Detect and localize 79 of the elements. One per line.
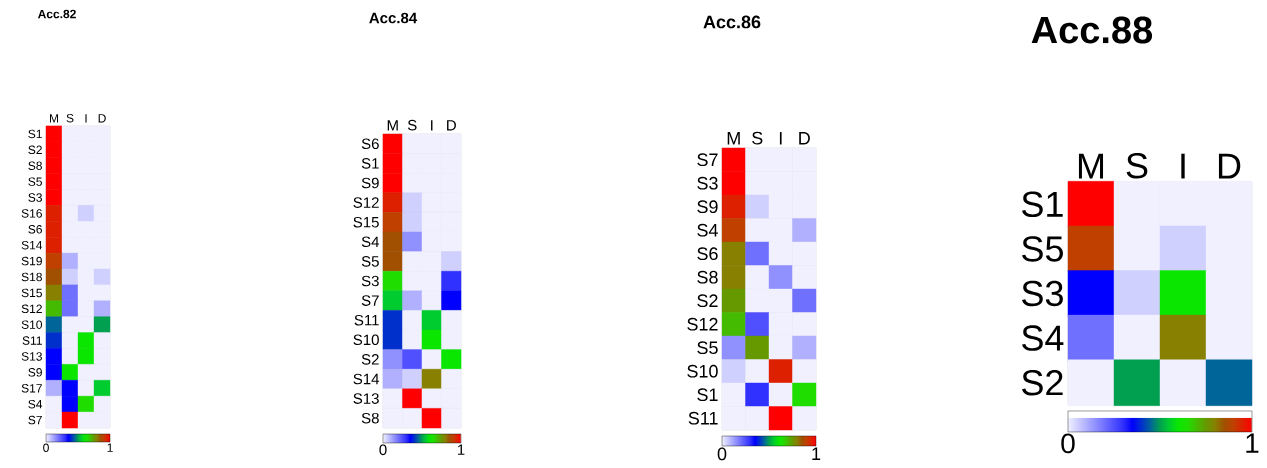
y-tick-label: S17 bbox=[21, 384, 42, 393]
y-tick-label: S8 bbox=[28, 161, 42, 170]
y-tick-label: S7 bbox=[697, 153, 718, 167]
x-tick-label: S bbox=[66, 113, 74, 123]
y-tick-label: S10 bbox=[687, 364, 718, 378]
y-tick-label: S3 bbox=[1022, 280, 1063, 307]
x-tick-label: M bbox=[387, 120, 398, 131]
y-tick-label: S4 bbox=[697, 223, 718, 237]
x-tick-label: D bbox=[98, 114, 106, 123]
y-tick-label: S3 bbox=[697, 176, 718, 190]
y-tick-label: S11 bbox=[688, 411, 718, 425]
y-tick-label: S7 bbox=[28, 415, 42, 425]
y-tick-label: S4 bbox=[1022, 325, 1064, 351]
chart-title: Acc.88 bbox=[1031, 16, 1153, 44]
y-tick-label: S6 bbox=[361, 138, 379, 150]
y-tick-label: S14 bbox=[21, 240, 43, 250]
y-tick-label: S8 bbox=[697, 270, 718, 284]
color-bar-label: 0 bbox=[717, 447, 727, 461]
y-tick-label: S14 bbox=[353, 373, 380, 385]
x-tick-label: D bbox=[1218, 153, 1241, 179]
y-tick-label: S4 bbox=[361, 236, 380, 248]
x-tick-label: M bbox=[727, 132, 740, 145]
y-tick-label: S5 bbox=[28, 177, 42, 186]
x-tick-label: S bbox=[752, 131, 763, 145]
y-tick-label: S9 bbox=[28, 368, 42, 377]
x-tick-label: I bbox=[85, 114, 87, 123]
y-tick-label: S6 bbox=[697, 247, 718, 261]
y-tick-label: S18 bbox=[21, 272, 42, 282]
y-tick-label: S13 bbox=[21, 352, 42, 361]
y-tick-label: S10 bbox=[21, 320, 43, 329]
color-bar-label: 0 bbox=[1061, 433, 1075, 454]
chart-title: Acc.84 bbox=[369, 12, 418, 24]
y-tick-label: S1 bbox=[361, 158, 379, 169]
y-tick-label: S4 bbox=[28, 399, 43, 409]
y-tick-label: S11 bbox=[354, 314, 379, 326]
y-tick-label: S5 bbox=[697, 341, 718, 355]
y-tick-label: S1 bbox=[1022, 191, 1063, 218]
y-tick-label: S2 bbox=[361, 354, 379, 365]
color-bar-label: 0 bbox=[43, 443, 49, 453]
y-tick-label: S3 bbox=[28, 193, 42, 202]
chart-title: Acc.86 bbox=[703, 15, 761, 29]
x-tick-label: S bbox=[407, 119, 417, 131]
y-tick-label: S15 bbox=[353, 216, 379, 228]
color-bar-label: 0 bbox=[379, 444, 387, 456]
x-tick-label: I bbox=[779, 132, 782, 145]
color-bar-label: 1 bbox=[812, 447, 821, 460]
y-tick-label: S2 bbox=[1022, 369, 1063, 396]
x-tick-label: D bbox=[799, 132, 810, 145]
x-tick-label: M bbox=[1078, 153, 1104, 179]
y-tick-label: S1 bbox=[697, 388, 718, 402]
y-tick-label: S1 bbox=[28, 129, 42, 139]
y-tick-label: S2 bbox=[697, 294, 718, 308]
y-tick-label: S9 bbox=[697, 200, 718, 214]
color-bar-label: 1 bbox=[1246, 433, 1259, 453]
x-tick-label: M bbox=[50, 114, 59, 123]
y-tick-label: S8 bbox=[361, 412, 379, 424]
y-tick-label: S9 bbox=[361, 177, 379, 189]
y-tick-label: S7 bbox=[361, 295, 379, 306]
y-tick-label: S19 bbox=[21, 256, 42, 266]
y-tick-label: S13 bbox=[353, 393, 379, 404]
y-tick-label: S5 bbox=[361, 256, 379, 267]
y-tick-label: S3 bbox=[361, 275, 379, 287]
x-tick-label: S bbox=[1126, 152, 1148, 179]
y-tick-label: S5 bbox=[1022, 236, 1063, 262]
y-tick-label: S16 bbox=[21, 209, 42, 218]
color-bar-label: 1 bbox=[107, 443, 113, 452]
x-tick-label: D bbox=[447, 120, 456, 131]
y-tick-label: S12 bbox=[21, 304, 42, 314]
y-tick-label: S12 bbox=[353, 197, 379, 208]
y-tick-label: S11 bbox=[22, 336, 42, 345]
y-tick-label: S2 bbox=[28, 145, 42, 155]
color-bar-label: 1 bbox=[457, 444, 465, 455]
y-tick-label: S15 bbox=[21, 288, 42, 298]
chart-title: Acc.82 bbox=[37, 9, 76, 19]
x-tick-label: I bbox=[1181, 153, 1185, 179]
y-tick-label: S6 bbox=[28, 225, 42, 234]
y-tick-label: S12 bbox=[687, 317, 718, 331]
y-tick-label: S10 bbox=[353, 334, 379, 346]
x-tick-label: I bbox=[431, 120, 433, 131]
